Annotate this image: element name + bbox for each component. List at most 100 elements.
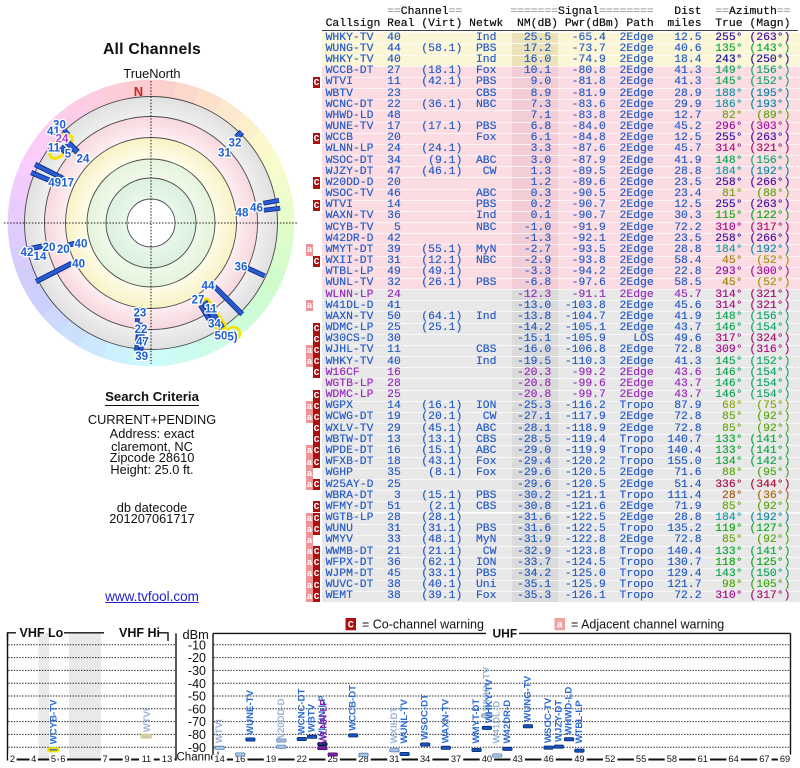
svg-text:5: 5 [65, 148, 72, 161]
svg-text:WUNL-TV: WUNL-TV [399, 699, 410, 744]
svg-text:-50: -50 [188, 690, 206, 704]
svg-text:WUNE-TV: WUNE-TV [245, 690, 256, 735]
svg-text:WXII-DT: WXII-DT [389, 707, 400, 744]
svg-text:-70: -70 [188, 715, 206, 729]
svg-text:5: 5 [51, 754, 56, 764]
svg-text:61: 61 [698, 754, 708, 764]
svg-text:W42DR-D: W42DR-D [502, 700, 513, 744]
svg-text:25: 25 [328, 754, 338, 764]
svg-text:WBTV: WBTV [307, 703, 318, 732]
svg-text:31: 31 [389, 754, 399, 764]
svg-text:WMYT-DT: WMYT-DT [471, 699, 482, 744]
svg-text:20: 20 [43, 241, 56, 254]
svg-text:20: 20 [57, 243, 70, 256]
svg-text:= Co-channel warning: = Co-channel warning [362, 617, 484, 631]
svg-text:34: 34 [208, 318, 221, 331]
svg-text:52: 52 [605, 754, 615, 764]
svg-text:= Adjacent channel warning: = Adjacent channel warning [571, 617, 724, 631]
svg-text:48: 48 [236, 207, 249, 220]
svg-text:WJZY-DT: WJZY-DT [553, 700, 564, 742]
svg-text:39: 39 [135, 350, 148, 363]
svg-text:WTBL-LP: WTBL-LP [574, 700, 585, 744]
svg-text:VHF Lo: VHF Lo [20, 626, 64, 640]
svg-text:WLNN-LP: WLNN-LP [317, 695, 328, 740]
svg-text:36: 36 [235, 261, 248, 274]
svg-text:50: 50 [215, 330, 228, 343]
svg-text:31: 31 [218, 147, 231, 160]
svg-text:42: 42 [21, 246, 34, 259]
svg-text:32: 32 [229, 137, 242, 150]
svg-text:dBm: dBm [183, 627, 209, 642]
svg-text:49: 49 [48, 177, 61, 190]
svg-text:a: a [557, 621, 563, 632]
svg-text:-40: -40 [188, 677, 206, 691]
svg-text:N: N [134, 84, 143, 99]
svg-text:6: 6 [60, 754, 65, 764]
svg-text:34: 34 [420, 754, 430, 764]
svg-text:24: 24 [77, 153, 90, 166]
svg-text:67: 67 [759, 754, 769, 764]
svg-text:WHWD-LD: WHWD-LD [564, 687, 575, 735]
svg-text:69: 69 [780, 754, 790, 764]
svg-text:WAXN-TV: WAXN-TV [440, 698, 451, 743]
svg-text:46: 46 [543, 754, 553, 764]
svg-text:41: 41 [47, 125, 60, 138]
svg-text:5): 5) [227, 331, 237, 344]
svg-text:WSOC-DT: WSOC-DT [420, 694, 431, 740]
svg-text:11: 11 [142, 754, 152, 764]
svg-text:44: 44 [202, 280, 215, 293]
svg-text:VHF Hi: VHF Hi [119, 626, 160, 640]
svg-text:49: 49 [574, 754, 584, 764]
svg-text:55: 55 [636, 754, 646, 764]
svg-text:40: 40 [72, 258, 85, 271]
svg-text:WCNC-DT: WCNC-DT [296, 688, 307, 734]
svg-text:30: 30 [53, 119, 66, 132]
svg-text:W20DD-D: W20DD-D [276, 698, 287, 742]
svg-text:24: 24 [56, 133, 69, 146]
svg-text:40: 40 [75, 238, 88, 251]
svg-text:17: 17 [61, 177, 74, 190]
svg-text:WTVI: WTVI [142, 708, 153, 732]
svg-text:7: 7 [103, 754, 108, 764]
svg-text:14: 14 [34, 250, 47, 263]
svg-text:WLNN-LP: WLNN-LP [319, 699, 330, 744]
svg-text:11: 11 [48, 142, 61, 155]
svg-text:27: 27 [192, 294, 205, 307]
svg-text:2: 2 [10, 754, 15, 764]
svg-text:13: 13 [162, 754, 172, 764]
svg-text:47: 47 [136, 336, 149, 349]
svg-text:WTVI: WTVI [214, 719, 225, 743]
svg-text:-60: -60 [188, 702, 206, 716]
svg-text:11: 11 [205, 303, 218, 316]
svg-text:43: 43 [513, 754, 523, 764]
svg-text:37: 37 [451, 754, 461, 764]
svg-text:-80: -80 [188, 728, 206, 742]
svg-text:64: 64 [728, 754, 738, 764]
svg-text:14: 14 [214, 754, 224, 764]
svg-text:WHKY-TV: WHKY-TV [484, 678, 495, 723]
svg-text:C: C [348, 621, 354, 632]
svg-text:28: 28 [358, 754, 368, 764]
svg-text:UHF: UHF [493, 627, 518, 641]
svg-text:-90: -90 [188, 741, 206, 755]
svg-text:-20: -20 [188, 651, 206, 665]
svg-text:WCYB-TV: WCYB-TV [48, 699, 59, 744]
svg-text:W41DL-D: W41DL-D [492, 701, 503, 744]
svg-text:Channel: Channel [177, 752, 220, 764]
svg-text:-10: -10 [188, 638, 206, 652]
svg-text:4: 4 [31, 754, 36, 764]
svg-text:46: 46 [250, 202, 263, 215]
svg-text:22: 22 [135, 323, 148, 336]
svg-text:WUNG-TV: WUNG-TV [523, 675, 534, 721]
svg-text:40: 40 [482, 754, 492, 764]
svg-text:WHKY-TV: WHKY-TV [481, 666, 492, 711]
svg-text:9: 9 [124, 754, 129, 764]
svg-text:16: 16 [235, 754, 245, 764]
svg-text:WSOC-TV: WSOC-TV [543, 697, 554, 743]
svg-text:19: 19 [266, 754, 276, 764]
svg-text:-30: -30 [188, 664, 206, 678]
svg-text:22: 22 [297, 754, 307, 764]
svg-text:23: 23 [133, 307, 146, 320]
svg-text:58: 58 [667, 754, 677, 764]
svg-text:WCCB-DT: WCCB-DT [348, 685, 359, 731]
